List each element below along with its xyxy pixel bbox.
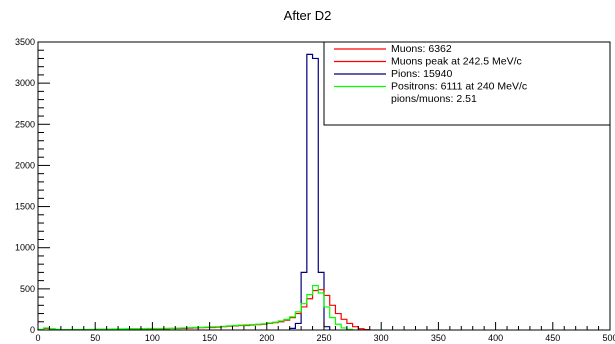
y-tick-label: 1500 — [15, 202, 35, 212]
y-tick-label: 2500 — [15, 119, 35, 129]
x-tick-label: 150 — [202, 333, 217, 343]
y-tick-label: 500 — [20, 284, 35, 294]
axes-layer: 0 50 100 150 200 250 300 350 400 450 500 0 500 1000 15… — [15, 37, 615, 343]
x-tick-label: 300 — [374, 333, 389, 343]
chart-title: After D2 — [283, 8, 332, 23]
legend-entry: Muons peak at 242.5 MeV/c — [391, 56, 522, 68]
legend-box — [323, 41, 611, 126]
x-tick-label: 350 — [431, 333, 446, 343]
x-tick-label: 200 — [259, 333, 274, 343]
y-tick-label: 2000 — [15, 160, 35, 170]
x-tick-label: 400 — [488, 333, 503, 343]
x-tick-label: 50 — [90, 333, 100, 343]
legend-entry: Muons: 6362 — [391, 43, 452, 55]
legend-entry: Pions: 15940 — [391, 68, 452, 80]
series-layer — [37, 53, 371, 331]
x-tick-label: 500 — [602, 333, 615, 343]
series-2-line — [37, 284, 354, 331]
series-1-line — [37, 289, 371, 331]
x-tick-label: 100 — [145, 333, 160, 343]
x-tick-label: 450 — [545, 333, 560, 343]
x-tick-label: 250 — [316, 333, 331, 343]
y-tick-label: 1000 — [15, 243, 35, 253]
y-tick-label: 3500 — [15, 37, 35, 47]
y-tick-label: 0 — [30, 325, 35, 335]
x-tick-label: 0 — [35, 333, 40, 343]
legend-entry: Positrons: 6111 at 240 MeV/c — [391, 81, 527, 93]
y-tick-label: 3000 — [15, 78, 35, 88]
legend-entry: pions/muons: 2.51 — [391, 93, 477, 105]
